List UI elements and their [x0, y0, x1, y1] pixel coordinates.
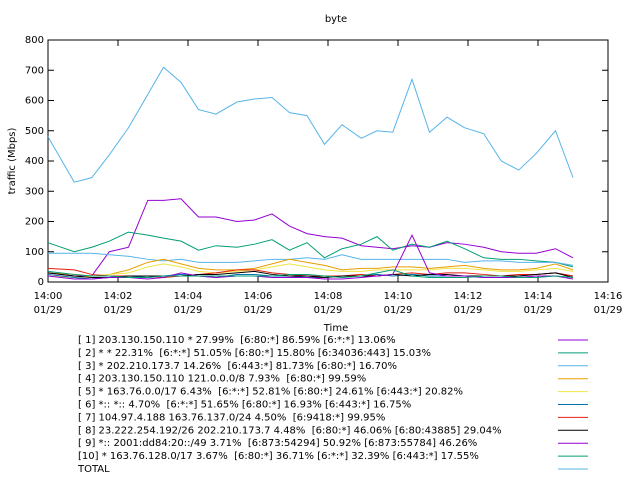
y-axis-label: traffic (Mbps): [7, 127, 18, 194]
x-tick-label-line: 14:12: [454, 291, 483, 302]
series-line: [47, 269, 574, 278]
legend-label: [ 1] 203.130.150.110 * 27.99% [6:80:*] 8…: [78, 335, 396, 346]
x-tick-label-line: 14:14: [524, 291, 553, 302]
x-tick-label: 14:00 01/29: [34, 291, 63, 316]
legend-label: [ 8] 23.222.254.192/26 202.210.173.7 4.4…: [78, 425, 502, 436]
legend-label: [ 2] * * 22.31% [6:*:*] 51.05% [6:80:*] …: [78, 348, 431, 359]
x-tick-label-line: 14:02: [104, 291, 133, 302]
y-tick-label: 600: [25, 96, 44, 107]
y-tick-label: 300: [25, 186, 44, 197]
y-tick-label: 500: [25, 126, 44, 137]
legend-label: [ 3] * 202.210.173.7 14.26% [6:443:*] 81…: [78, 361, 397, 372]
series-line: [47, 258, 574, 277]
y-tick-label: 0: [38, 277, 44, 288]
x-tick-label: 14:16 01/29: [594, 291, 623, 316]
x-tick-label-line: 01/29: [244, 305, 273, 316]
y-tick-label: 400: [25, 156, 44, 167]
x-tick-label-line: 14:04: [174, 291, 203, 302]
legend-label: [10] * 163.76.128.0/17 3.67% [6:80:*] 36…: [78, 451, 479, 462]
x-tick-label-line: 14:16: [594, 291, 623, 302]
series-line: [47, 263, 574, 278]
y-tick-label: 700: [25, 65, 44, 76]
x-tick-label: 14:14 01/29: [524, 291, 553, 316]
y-tick-label: 800: [25, 35, 44, 46]
y-tick-label: 200: [25, 217, 44, 228]
x-tick-label-line: 01/29: [384, 305, 413, 316]
x-tick-label: 14:04 01/29: [174, 291, 203, 316]
x-tick-label-line: 01/29: [454, 305, 483, 316]
x-tick-label-line: 01/29: [524, 305, 553, 316]
y-tick-label: 100: [25, 247, 44, 258]
x-tick-label: 14:06 01/29: [244, 291, 273, 316]
plot-border: [47, 39, 609, 283]
x-tick-label-line: 14:00: [34, 291, 63, 302]
legend-label: [ 5] * 163.76.0.0/17 6.43% [6:*:*] 52.81…: [78, 387, 463, 398]
x-tick-label: 14:10 01/29: [384, 291, 413, 316]
x-tick-label-line: 14:08: [314, 291, 343, 302]
series-line: [47, 233, 574, 280]
legend-label: [ 9] *:: 2001:dd84:20::/49 3.71% [6:873:…: [78, 438, 477, 449]
series-line: [47, 198, 574, 277]
legend-label: [ 7] 104.97.4.188 163.76.137.0/24 4.50% …: [78, 412, 385, 423]
x-tick-label-line: 01/29: [104, 305, 133, 316]
series-line: [47, 231, 574, 268]
x-axis-label: Time: [323, 323, 348, 334]
x-tick-label-line: 14:06: [244, 291, 273, 302]
legend-label: [ 6] *:: *:: 4.70% [6:*:*] 51.65% [6:80:…: [78, 400, 411, 411]
x-tick-label: 14:08 01/29: [314, 291, 343, 316]
x-tick-label-line: 01/29: [174, 305, 203, 316]
x-tick-label-line: 01/29: [594, 305, 623, 316]
legend-label: TOTAL: [77, 464, 110, 475]
x-tick-label-line: 01/29: [314, 305, 343, 316]
series-line: [48, 252, 574, 266]
x-tick-label-line: 01/29: [34, 305, 63, 316]
chart-title: byte: [325, 14, 347, 25]
series-line: [47, 66, 574, 183]
x-tick-label-line: 14:10: [384, 291, 413, 302]
x-tick-label: 14:02 01/29: [104, 291, 133, 316]
legend-label: [ 4] 203.130.150.110 121.0.0.0/8 7.93% […: [78, 374, 366, 385]
x-tick-label: 14:12 01/29: [454, 291, 483, 316]
